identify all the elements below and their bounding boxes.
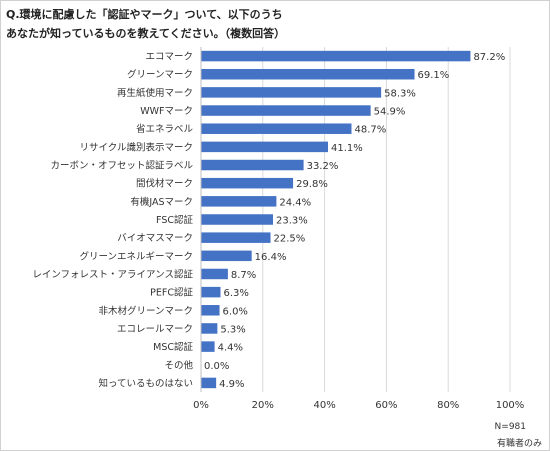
value-label-7: 29.8% xyxy=(296,179,328,190)
sample-size-note: N=981 xyxy=(494,422,526,432)
x-tick-label-60: 60% xyxy=(375,400,397,411)
bar-6 xyxy=(201,159,304,171)
category-label-13: PEFC認証 xyxy=(150,287,193,299)
value-label-17: 0.0% xyxy=(204,361,229,372)
category-label-2: 再生紙使用マーク xyxy=(117,87,193,99)
bar-10 xyxy=(201,232,271,243)
bar-7 xyxy=(201,177,294,189)
category-label-7: 間伐材マーク xyxy=(136,178,193,190)
x-tick-label-80: 80% xyxy=(437,400,459,411)
category-label-5: リサイクル識別表示マーク xyxy=(79,141,193,153)
value-label-6: 33.2% xyxy=(307,161,339,172)
category-label-6: カーボン・オフセット認証ラベル xyxy=(50,160,193,172)
category-label-17: その他 xyxy=(164,359,193,371)
bar-1 xyxy=(201,68,415,80)
bar-9 xyxy=(201,214,273,225)
category-label-4: 省エネラベル xyxy=(136,123,194,135)
value-label-5: 41.1% xyxy=(331,143,363,154)
value-label-0: 87.2% xyxy=(473,52,505,63)
value-label-3: 54.9% xyxy=(374,107,406,118)
bar-11 xyxy=(201,250,252,262)
category-label-10: バイオマスマーク xyxy=(117,233,193,244)
x-tick-label-40: 40% xyxy=(313,400,335,411)
category-label-18: 知っているものはない xyxy=(98,377,193,389)
bar-2 xyxy=(201,87,382,98)
bar-18 xyxy=(201,377,217,389)
x-tick-label-0: 0% xyxy=(193,400,209,411)
x-tick-label-100: 100% xyxy=(496,400,525,411)
value-label-11: 16.4% xyxy=(255,252,287,263)
value-label-15: 5.3% xyxy=(220,324,245,335)
bar-5 xyxy=(201,141,328,153)
category-label-12: レインフォレスト・アライアンス認証 xyxy=(32,268,193,280)
chart-title-line-1: Q.環境に配慮した「認証やマーク」ついて、以下のうち xyxy=(6,8,283,21)
category-label-14: 非木材グリーンマーク xyxy=(98,305,193,317)
value-label-14: 6.0% xyxy=(223,306,248,317)
x-tick-label-20: 20% xyxy=(252,400,274,411)
bar-3 xyxy=(201,105,371,116)
bar-8 xyxy=(201,196,277,207)
bar-13 xyxy=(201,286,221,298)
value-label-13: 6.3% xyxy=(223,288,248,299)
bar-15 xyxy=(201,323,218,334)
category-label-8: 有機JASマーク xyxy=(130,196,193,208)
value-label-2: 58.3% xyxy=(384,88,416,99)
sample-filter-note: 有職者のみ xyxy=(496,439,542,449)
bar-4 xyxy=(201,123,352,134)
chart-title-line-2: あなたが知っているものを教えてください。（複数回答） xyxy=(6,27,286,40)
category-label-15: エコレールマーク xyxy=(117,324,193,335)
value-label-4: 48.7% xyxy=(354,125,386,136)
value-label-8: 24.4% xyxy=(279,197,311,208)
category-label-3: WWFマーク xyxy=(140,106,193,117)
value-label-12: 8.7% xyxy=(231,270,256,281)
value-label-1: 69.1% xyxy=(418,70,450,81)
value-label-16: 4.4% xyxy=(218,343,243,354)
category-label-11: グリーンエネルギーマーク xyxy=(79,250,193,262)
bar-0 xyxy=(201,50,471,62)
bar-12 xyxy=(201,268,228,280)
bar-14 xyxy=(201,305,220,316)
value-label-9: 23.3% xyxy=(276,216,308,227)
category-label-16: MSC認証 xyxy=(153,341,193,353)
category-label-1: グリーンマーク xyxy=(127,69,193,81)
category-label-0: エコマーク xyxy=(145,52,193,63)
value-label-10: 22.5% xyxy=(274,234,306,245)
bar-16 xyxy=(201,341,215,352)
category-label-9: FSC認証 xyxy=(156,214,193,226)
value-label-18: 4.9% xyxy=(219,379,244,390)
